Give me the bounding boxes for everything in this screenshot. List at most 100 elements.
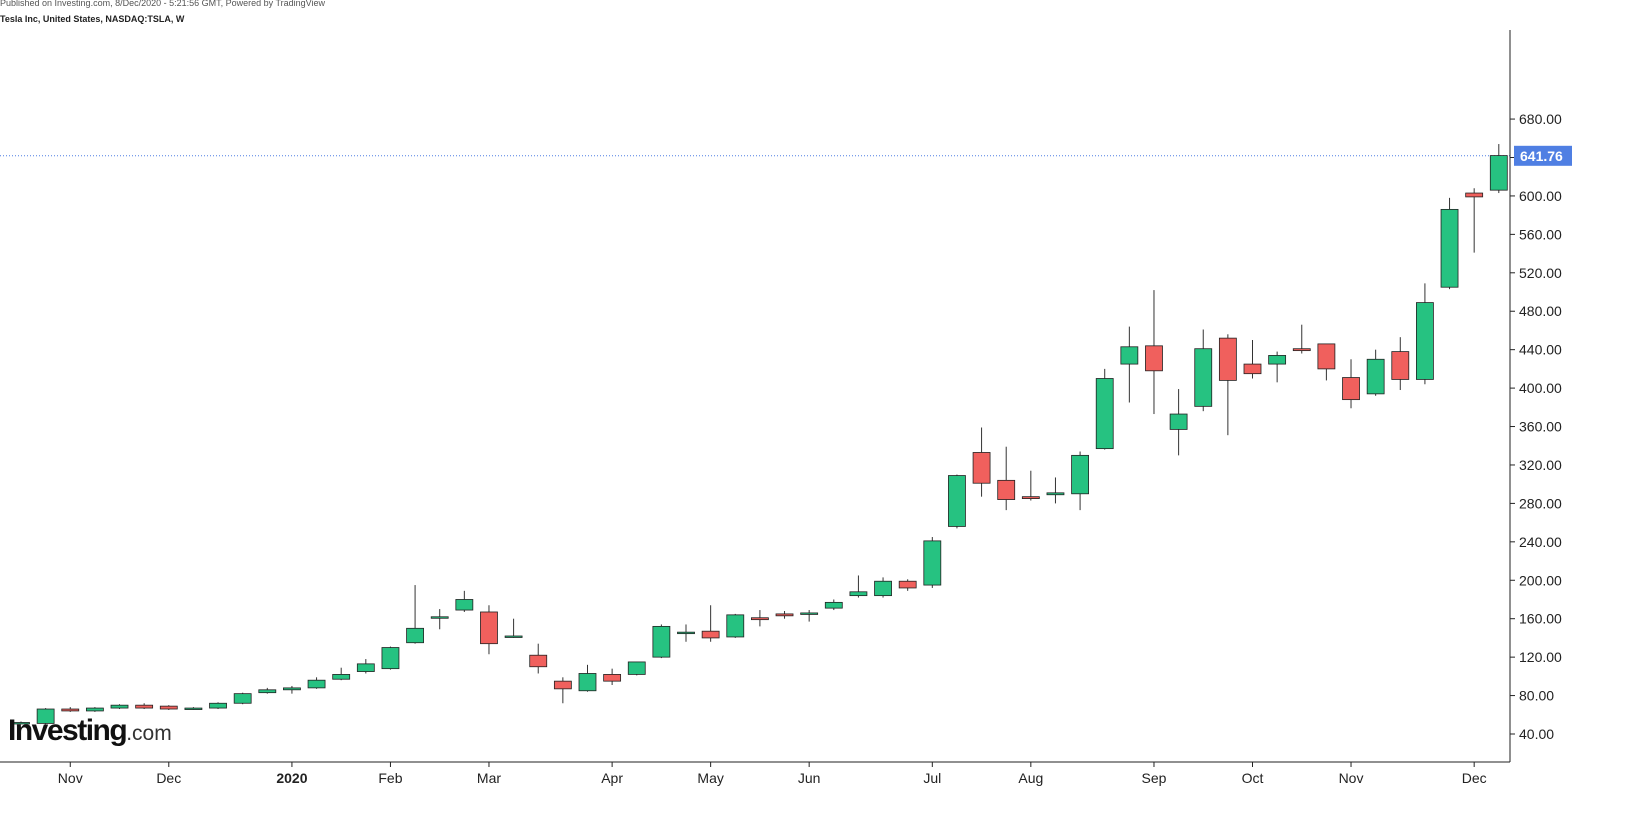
time-tick-label: Nov bbox=[1339, 770, 1364, 786]
candle-body bbox=[578, 673, 597, 692]
candle-body bbox=[184, 707, 203, 710]
candle-body bbox=[529, 654, 548, 668]
candle-body bbox=[603, 674, 622, 682]
candle-body bbox=[1218, 337, 1237, 381]
candle-body bbox=[849, 591, 868, 597]
candle-body bbox=[110, 704, 129, 709]
candle-body bbox=[627, 661, 646, 675]
candle-body bbox=[480, 611, 498, 645]
price-tick-label: 160.00 bbox=[1519, 611, 1562, 627]
candle-body bbox=[1021, 496, 1040, 499]
candle-body bbox=[1169, 413, 1188, 430]
price-tick-label: 360.00 bbox=[1519, 419, 1562, 435]
symbol-caption: Tesla Inc, United States, NASDAQ:TSLA, W bbox=[0, 14, 185, 24]
price-tick-label: 480.00 bbox=[1519, 303, 1562, 319]
candle-body bbox=[36, 708, 55, 724]
candle-body bbox=[233, 693, 252, 704]
time-tick-label: Jun bbox=[798, 770, 821, 786]
time-tick-label: Mar bbox=[477, 770, 501, 786]
candle-body bbox=[430, 616, 449, 619]
candle-body bbox=[553, 680, 572, 690]
candle-body bbox=[307, 679, 326, 689]
logo-suffix: .com bbox=[126, 722, 172, 745]
candle-body bbox=[1440, 208, 1459, 288]
candle-body bbox=[1194, 348, 1213, 407]
candle-body bbox=[85, 707, 104, 712]
candle-body bbox=[1071, 454, 1089, 495]
time-tick-label: 2020 bbox=[276, 770, 307, 786]
price-tick-label: 560.00 bbox=[1519, 226, 1562, 242]
price-tick-label: 280.00 bbox=[1519, 495, 1562, 511]
candle-body bbox=[1145, 345, 1163, 372]
investing-logo: Investing.com bbox=[8, 714, 172, 748]
time-tick-label: Apr bbox=[601, 770, 623, 786]
price-tick-label: 400.00 bbox=[1519, 380, 1562, 396]
candle-body bbox=[923, 540, 942, 586]
candle-body bbox=[898, 580, 917, 589]
logo-main: Investing bbox=[8, 714, 128, 747]
time-tick-label: Dec bbox=[156, 770, 181, 786]
candle-body bbox=[1366, 358, 1385, 395]
last-price-label: 641.76 bbox=[1520, 148, 1563, 164]
time-tick-label: Jul bbox=[923, 770, 941, 786]
time-tick-label: Feb bbox=[378, 770, 402, 786]
price-tick-label: 600.00 bbox=[1519, 188, 1562, 204]
candle-body bbox=[159, 705, 178, 710]
price-tick-label: 240.00 bbox=[1519, 534, 1562, 550]
candle-body bbox=[1317, 343, 1336, 370]
candle-body bbox=[332, 674, 351, 680]
candle-body bbox=[258, 689, 277, 694]
time-tick-label: Oct bbox=[1242, 770, 1264, 786]
last-price-badge bbox=[1514, 145, 1572, 166]
candle-body bbox=[775, 613, 794, 617]
price-tick-label: 40.00 bbox=[1519, 726, 1554, 742]
axes-group: 40.00 80.00 120.00 160.00 200.00 240.00 280.00… bbox=[0, 30, 1572, 786]
candle-body bbox=[1416, 302, 1434, 380]
candle-body bbox=[1243, 363, 1262, 375]
candle-body bbox=[1095, 378, 1114, 450]
candle-body bbox=[874, 580, 892, 597]
time-tick-label: Aug bbox=[1018, 770, 1043, 786]
candle-body bbox=[406, 627, 424, 644]
candle-body bbox=[455, 599, 474, 611]
candle-body bbox=[800, 612, 819, 615]
candle-body bbox=[1342, 377, 1360, 401]
candle-body bbox=[997, 479, 1016, 500]
time-tick-label: Nov bbox=[58, 770, 83, 786]
candle-body bbox=[701, 630, 720, 639]
candle-body bbox=[356, 663, 375, 672]
candle-body bbox=[1268, 355, 1287, 365]
price-tick-label: 200.00 bbox=[1519, 572, 1562, 588]
candle-body bbox=[209, 702, 227, 709]
time-tick-label: Dec bbox=[1462, 770, 1487, 786]
candle-body bbox=[1465, 192, 1484, 198]
price-tick-label: 520.00 bbox=[1519, 265, 1562, 281]
price-tick-label: 320.00 bbox=[1519, 457, 1562, 473]
price-tick-label: 440.00 bbox=[1519, 342, 1562, 358]
candle-body bbox=[948, 475, 966, 527]
candles-group bbox=[12, 144, 1508, 725]
candle-body bbox=[1120, 346, 1139, 365]
candle-body bbox=[751, 617, 769, 621]
candle-body bbox=[824, 601, 843, 609]
candle-body bbox=[1391, 351, 1410, 380]
candle-body bbox=[381, 647, 400, 670]
candle-body bbox=[1046, 492, 1065, 496]
candle-body bbox=[504, 635, 523, 638]
time-tick-label: Sep bbox=[1142, 770, 1167, 786]
price-tick-label: 680.00 bbox=[1519, 111, 1562, 127]
candle-body bbox=[972, 452, 991, 484]
time-tick-label: May bbox=[697, 770, 723, 786]
published-caption: Published on Investing.com, 8/Dec/2020 -… bbox=[0, 0, 326, 8]
candle-body bbox=[61, 708, 80, 712]
candle-body bbox=[12, 722, 30, 725]
candle-body bbox=[1489, 155, 1508, 191]
candle-body bbox=[283, 687, 301, 691]
candle-body bbox=[1292, 348, 1311, 352]
candle-body bbox=[135, 704, 154, 709]
price-tick-label: 80.00 bbox=[1519, 688, 1554, 704]
candle-body bbox=[677, 631, 695, 635]
price-tick-label: 120.00 bbox=[1519, 649, 1562, 665]
candle-body bbox=[726, 614, 745, 638]
